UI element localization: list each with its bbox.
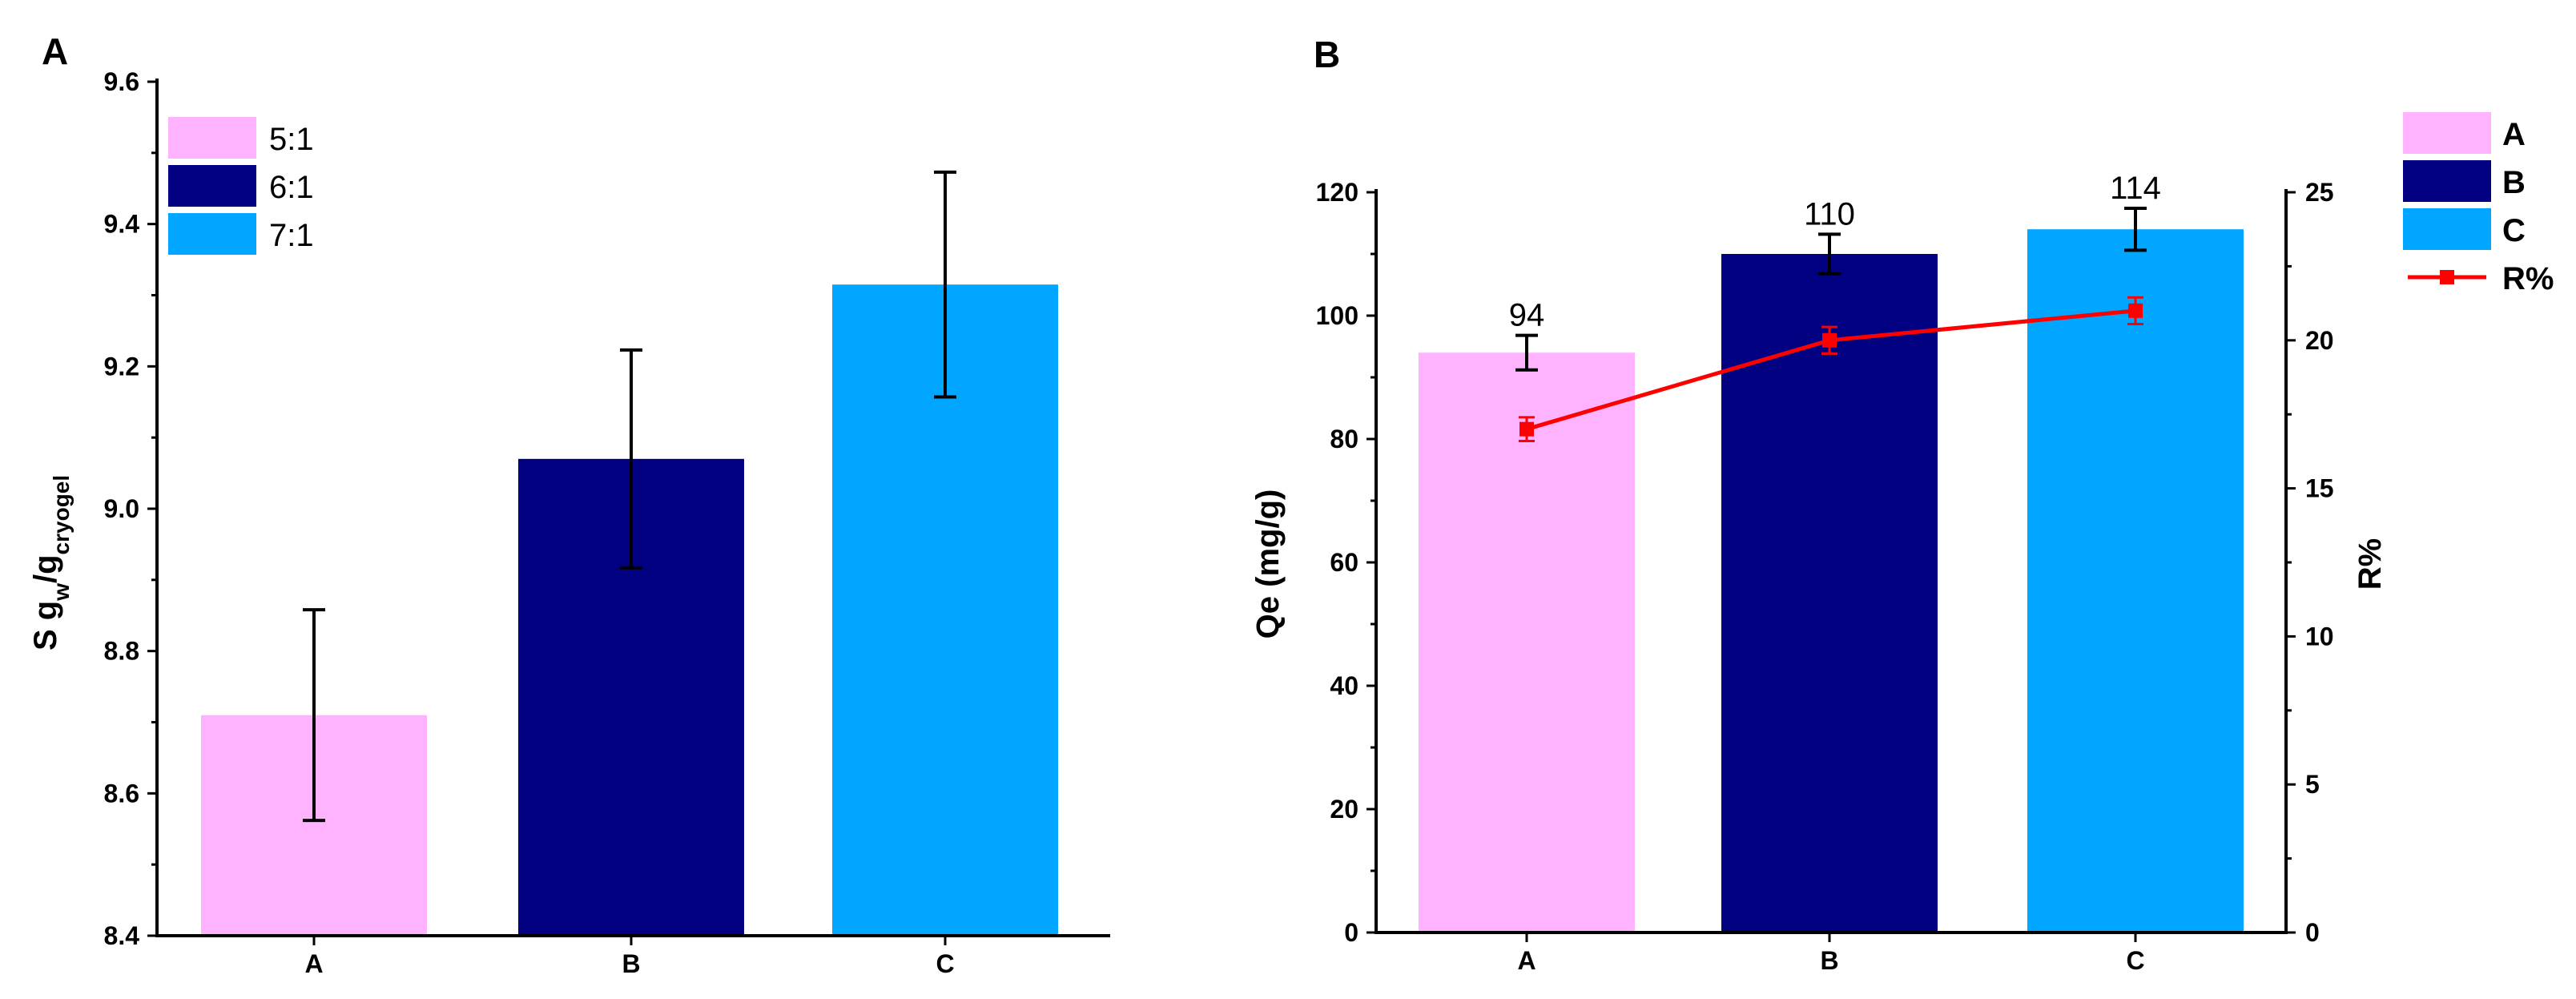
legend-swatch-b-2 [2403, 208, 2491, 250]
data-label-b-c: 114 [2110, 171, 2161, 206]
chart-a-x-ticks: A B C [304, 936, 955, 978]
legend-label-b-0: A [2502, 117, 2526, 152]
y-tick-label-a: 8.8 [104, 637, 139, 666]
x-tick-label-a-a: A [304, 949, 323, 978]
legend-marker-b-r-percent [2440, 270, 2454, 284]
legend-label-b-3: R% [2502, 261, 2554, 296]
chart-b-y-ticks: 0 20 40 60 80 100 120 [1316, 178, 1376, 947]
x-tick-label-b-b: B [1820, 946, 1838, 975]
y2-tick-label-b: 25 [2305, 178, 2334, 207]
chart-a-y-ticks: 8.4 8.6 8.8 9.0 9.2 9.4 9.6 [104, 67, 157, 950]
chart-a-legend: 5:1 6:1 7:1 [168, 117, 314, 255]
x-tick-label-b-c: C [2126, 946, 2144, 975]
y-tick-label-b: 100 [1316, 301, 1358, 330]
y2-tick-label-b: 0 [2305, 918, 2320, 947]
bar-b-a [1419, 352, 1635, 933]
chart-b-bars [1419, 229, 2244, 933]
legend-label-a-0: 5:1 [269, 122, 314, 157]
chart-a-y-axis-title: S gw/gcryogel [28, 475, 74, 651]
chart-b-r-percent-line [1519, 296, 2143, 442]
chart-b-legend: ABC R% [2403, 112, 2554, 296]
chart-b-data-labels: 94 110 114 [1509, 171, 2161, 333]
y-tick-label-a: 9.6 [104, 67, 139, 96]
r-percent-marker-a [1519, 421, 1534, 437]
y-tick-label-a: 8.4 [104, 921, 140, 950]
legend-swatch-a-0 [168, 117, 256, 159]
data-label-b-a: 94 [1509, 298, 1545, 333]
y2-tick-label-b: 5 [2305, 770, 2320, 799]
y2-tick-label-b: 10 [2305, 622, 2334, 651]
x-tick-label-b-a: A [1517, 946, 1536, 975]
chart-b-y2-axis-title: R% [2353, 538, 2388, 590]
legend-swatch-a-2 [168, 213, 256, 255]
legend-swatch-b-0 [2403, 112, 2491, 154]
chart-b-x-ticks: A B C [1517, 933, 2145, 975]
legend-label-b-2: C [2502, 213, 2526, 248]
legend-label-a-1: 6:1 [269, 170, 314, 205]
chart-b-y-axis-title: Qe (mg/g) [1250, 489, 1286, 639]
y2-tick-label-b: 15 [2305, 474, 2334, 503]
legend-label-a-2: 7:1 [269, 218, 314, 253]
y-tick-label-b: 80 [1330, 425, 1358, 453]
bar-b-c [2027, 229, 2244, 933]
r-percent-marker-b [1822, 332, 1837, 348]
y-tick-label-b: 120 [1316, 178, 1358, 207]
data-label-b-b: 110 [1804, 196, 1855, 232]
y-tick-label-b: 0 [1344, 918, 1358, 947]
bar-b-b [1721, 254, 1938, 933]
x-tick-label-a-c: C [936, 949, 954, 978]
y-tick-label-a: 9.4 [104, 210, 140, 239]
chart-b-y2-ticks: 0 5 10 15 20 25 [2286, 178, 2334, 947]
x-tick-label-a-b: B [622, 949, 640, 978]
legend-label-b-1: B [2502, 165, 2526, 200]
chart-b-error-bars [1515, 207, 2147, 372]
y-tick-label-a: 9.0 [104, 494, 139, 523]
legend-swatch-b-1 [2403, 160, 2491, 202]
y-tick-label-b: 60 [1330, 548, 1358, 577]
legend-swatch-a-1 [168, 165, 256, 207]
panel-label-a: A [42, 30, 68, 72]
r-percent-marker-c [2128, 303, 2143, 318]
y-tick-label-b: 20 [1330, 795, 1358, 824]
chart-a-error-bars [303, 170, 956, 823]
y-tick-label-a: 8.6 [104, 779, 139, 808]
y-tick-label-b: 40 [1330, 671, 1358, 700]
y-tick-label-a: 9.2 [104, 352, 139, 381]
y2-tick-label-b: 20 [2305, 326, 2334, 355]
panel-label-b: B [1314, 34, 1340, 75]
